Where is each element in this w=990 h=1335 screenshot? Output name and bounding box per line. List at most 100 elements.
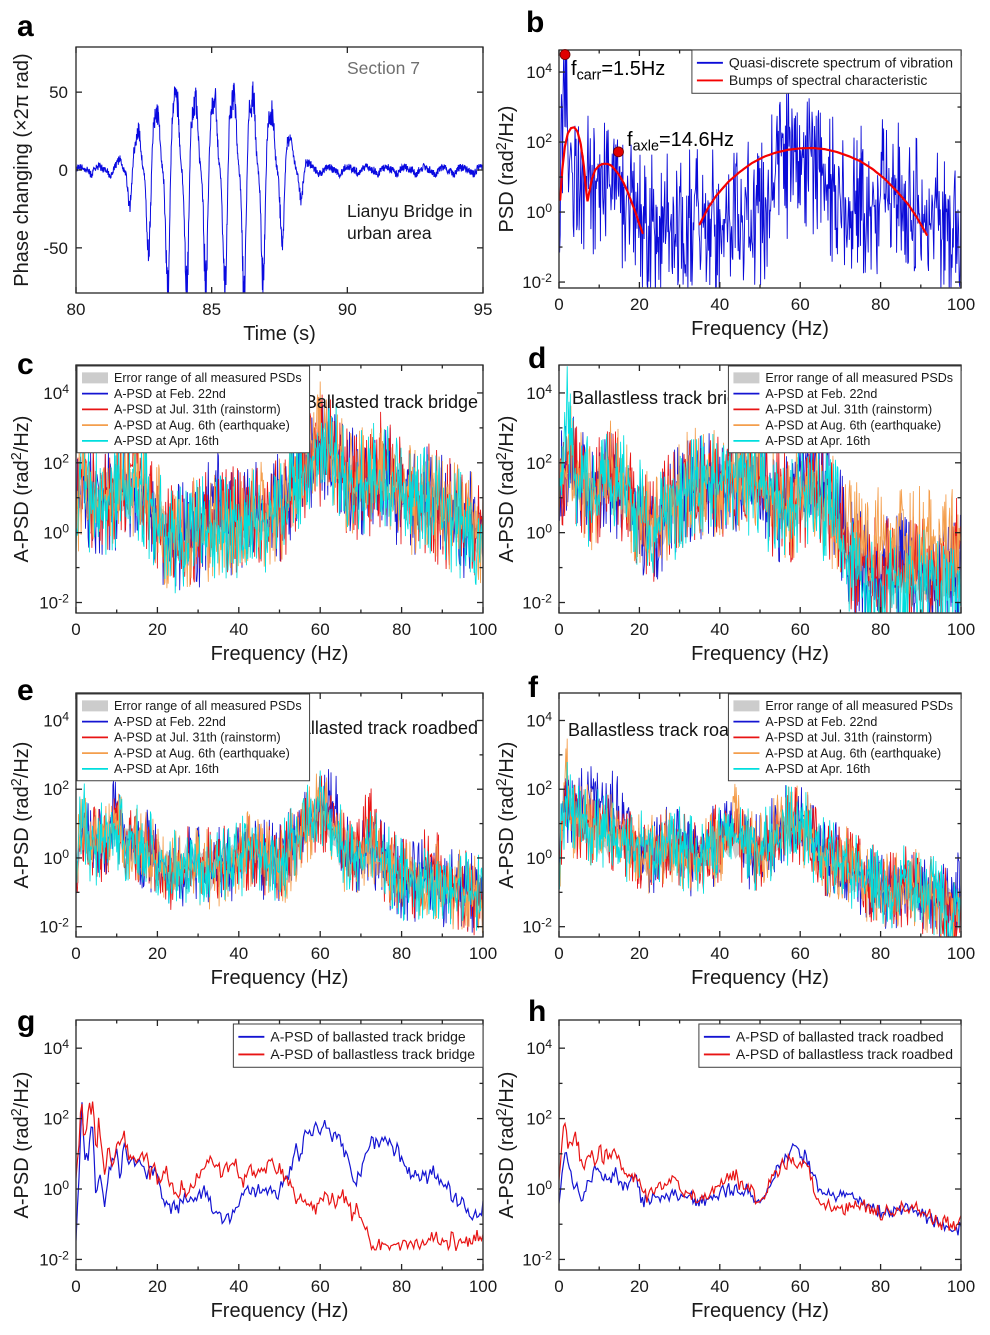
series-ballastless-track-roadbed [559,1121,961,1231]
y-tick-label: 100 [43,847,69,868]
panel-letter-d: d [528,342,546,375]
panel-g: 0 20 40 60 80 100 104 102 100 10-2 Frequency (Hz) A… [9,1005,497,1322]
legend-label: Error range of all measured PSDs [765,699,953,713]
panel-letter-a: a [17,10,34,43]
y-tick-label: 10-2 [522,271,552,292]
legend-label: A-PSD at Aug. 6th (earthquake) [114,418,290,432]
panel-b: 0 20 40 60 80 100 104 102 100 10-2 Frequency (Hz) P… [494,6,975,340]
legend-label: A-PSD at Jul. 31th (rainstorm) [114,403,281,417]
series-ballastless-track-bridge [76,1101,483,1252]
plot-area [76,769,483,936]
plot-area [76,81,483,293]
legend-label: A-PSD at Feb. 22nd [114,387,226,401]
y-tick-label: 100 [526,201,552,222]
x-tick-label: 60 [311,944,330,963]
axes [75,46,484,294]
y-tick-label: 10-2 [39,916,69,937]
legend: Error range of all measured PSDs A-PSD at… [727,693,962,782]
y-tick-label: 104 [43,709,69,730]
y-tick-label: 50 [49,83,68,102]
legend-label: A-PSD of ballastless track bridge [270,1046,475,1062]
x-tick-label: 20 [148,944,167,963]
legend-swatch-patch [733,700,760,712]
legend-label: A-PSD at Jul. 31th (rainstorm) [765,731,932,745]
x-tick-label: 0 [554,944,563,963]
legend-label: A-PSD of ballasted track roadbed [736,1029,944,1045]
annotation-text: Lianyu Bridge in [347,201,473,221]
legend-label: A-PSD at Aug. 6th (earthquake) [114,746,290,760]
x-tick-label: 80 [871,295,890,314]
x-tick-label: 80 [392,944,411,963]
legend-label: Quasi-discrete spectrum of vibration [729,55,953,71]
freq-annotation: faxle=14.6Hz [627,129,734,154]
panel-title: Ballasted track roadbed [289,718,478,738]
legend: Error range of all measured PSDs A-PSD at… [76,365,311,454]
y-tick-label: 100 [526,1178,552,1199]
x-tick-label: 90 [338,300,357,319]
y-tick-label: 102 [526,1107,552,1128]
x-tick-label: 0 [71,1277,80,1296]
plot-area [76,365,483,594]
y-axis-label: A-PSD (rad2/Hz) [494,1072,518,1219]
panel-letter-b: b [526,6,544,39]
legend-label: A-PSD at Jul. 31th (rainstorm) [114,731,281,745]
series-A-PSD Apr 16 [559,366,961,613]
plot-area [559,50,961,288]
y-axis-label: A-PSD (rad2/Hz) [9,742,33,889]
y-axis-label: PSD (rad2/Hz) [494,106,518,233]
legend-label: A-PSD at Feb. 22nd [765,387,877,401]
legend-label: A-PSD at Feb. 22nd [765,715,877,729]
panel-d: 0 20 40 60 80 100 104 102 100 10-2 Frequency (Hz) A… [494,342,975,665]
y-tick-label: -50 [43,239,68,258]
x-tick-label: 100 [469,1277,497,1296]
x-tick-label: 100 [469,944,497,963]
series-A-PSD Apr 16 [76,770,483,931]
y-tick-label: 0 [59,161,68,180]
series-A-PSD Apr 16 [76,365,483,594]
legend-label: A-PSD at Apr. 16th [114,762,219,776]
panel-f: 0 20 40 60 80 100 104 102 100 10-2 Frequency (Hz) A… [494,671,975,989]
x-tick-label: 0 [554,1277,563,1296]
series-ballasted-track-roadbed [559,1142,961,1236]
y-tick-label: 100 [526,847,552,868]
annotation-text: Section 7 [347,58,420,78]
axes [558,692,962,938]
x-axis-label: Frequency (Hz) [211,1300,349,1322]
legend-label: A-PSD at Feb. 22nd [114,715,226,729]
legend-label: A-PSD at Aug. 6th (earthquake) [765,746,941,760]
y-tick-label: 104 [526,61,552,82]
axes [558,1019,962,1271]
x-tick-label: 100 [469,620,497,639]
y-tick-label: 104 [43,1037,69,1058]
marker-dot [559,49,571,60]
y-axis-label: Phase changing (×2π rad) [11,53,33,286]
x-tick-label: 40 [229,1277,248,1296]
x-tick-label: 20 [630,295,649,314]
y-tick-label: 102 [526,778,552,799]
y-tick-label: 10-2 [522,916,552,937]
x-tick-label: 20 [148,1277,167,1296]
x-tick-label: 0 [554,620,563,639]
series-ballasted-track-bridge [76,1102,483,1241]
legend: Quasi-discrete spectrum of vibrationBump… [691,49,962,94]
y-tick-label: 10-2 [522,1248,552,1269]
x-tick-label: 0 [554,295,563,314]
legend-label: A-PSD at Aug. 6th (earthquake) [765,418,941,432]
y-tick-label: 102 [526,452,552,473]
legend-swatch-patch [82,372,108,384]
x-axis-label: Frequency (Hz) [691,643,829,665]
series-quasi-discrete-spectrum [559,50,961,288]
y-tick-label: 100 [526,522,552,543]
legend-label: A-PSD at Apr. 16th [765,762,870,776]
x-tick-label: 80 [392,1277,411,1296]
x-tick-label: 80 [871,620,890,639]
panel-title: Ballastless track roadbed [568,720,769,740]
x-tick-label: 100 [947,944,975,963]
axes [75,692,484,938]
legend-label: A-PSD of ballasted track bridge [270,1029,466,1045]
panel-title: Ballastless track bridge [572,388,757,408]
panel-letter-h: h [528,995,546,1028]
